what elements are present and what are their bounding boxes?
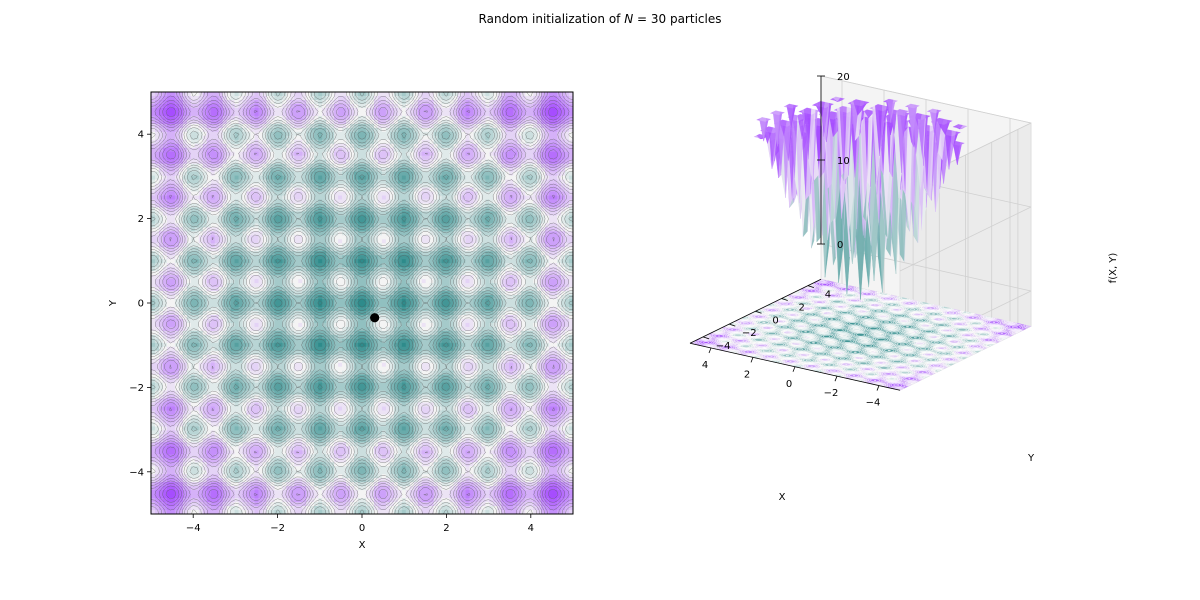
surface-y-ticks: −4 −2 0 2 4 xyxy=(702,285,831,352)
surface-z-ticks: 0 10 20 xyxy=(817,72,850,251)
x-tick-label: 0 xyxy=(359,523,365,534)
particle-point xyxy=(370,313,380,323)
y-tick-label: 4 xyxy=(138,130,144,141)
floor-contour xyxy=(689,279,1032,391)
x-tick-label: 4 xyxy=(702,360,708,371)
y-tick-label: 4 xyxy=(825,290,831,301)
x-tick-mark xyxy=(750,357,754,363)
contour-ylabel: Y xyxy=(108,299,119,307)
x-tick-label: −4 xyxy=(186,523,201,534)
x-tick-label: 2 xyxy=(443,523,449,534)
z-tick-label: 20 xyxy=(837,72,850,83)
x-tick-label: −4 xyxy=(866,398,881,409)
y-tick-mark xyxy=(755,310,762,314)
z-tick-label: 0 xyxy=(837,240,843,251)
contour-panel: −4 −2 0 2 4 −4 −2 0 2 4 X Y xyxy=(108,91,574,551)
y-tick-label: −4 xyxy=(716,341,731,352)
x-tick-label: 4 xyxy=(528,523,534,534)
surface-xlabel: X xyxy=(779,492,786,503)
y-tick-label: −2 xyxy=(742,328,757,339)
x-tick-mark xyxy=(834,376,838,382)
contour-lines xyxy=(151,92,573,514)
y-tick-label: 2 xyxy=(138,214,144,225)
x-tick-label: −2 xyxy=(824,388,839,399)
x-ticks: −4 −2 0 2 4 xyxy=(186,514,534,534)
x-tick-mark xyxy=(792,366,796,372)
x-tick-mark xyxy=(876,385,880,391)
y-tick-label: −2 xyxy=(129,383,144,394)
y-tick-mark xyxy=(807,285,815,289)
y-ticks: −4 −2 0 2 4 xyxy=(129,130,151,478)
surface-x-ticks: −4 −2 0 2 4 xyxy=(702,347,881,409)
x-tick-label: 0 xyxy=(786,379,792,390)
scatter-points xyxy=(370,313,380,323)
surface-zlabel: f(X, Y) xyxy=(1108,253,1119,284)
y-tick-label: 0 xyxy=(772,315,778,326)
figure-title: Random initialization of N = 30 particle… xyxy=(479,12,722,26)
surface-panel: −4 −2 0 2 4 −4 −2 0 2 4 0 10 20 X Y f(X, Y) xyxy=(689,72,1119,503)
y-tick-label: 2 xyxy=(799,302,805,313)
surface-mesh xyxy=(753,96,968,300)
z-tick-label: 10 xyxy=(837,156,850,167)
y-tick-mark xyxy=(702,336,710,340)
y-tick-label: −4 xyxy=(129,467,144,478)
contour-fill xyxy=(151,92,573,514)
x-tick-label: 2 xyxy=(744,369,750,380)
surface-ylabel: Y xyxy=(1027,453,1035,464)
x-tick-label: −2 xyxy=(270,523,285,534)
y-tick-mark xyxy=(781,298,788,301)
y-tick-label: 0 xyxy=(138,299,144,310)
contour-xlabel: X xyxy=(359,540,366,551)
y-tick-mark xyxy=(729,323,736,327)
x-tick-mark xyxy=(708,347,712,354)
